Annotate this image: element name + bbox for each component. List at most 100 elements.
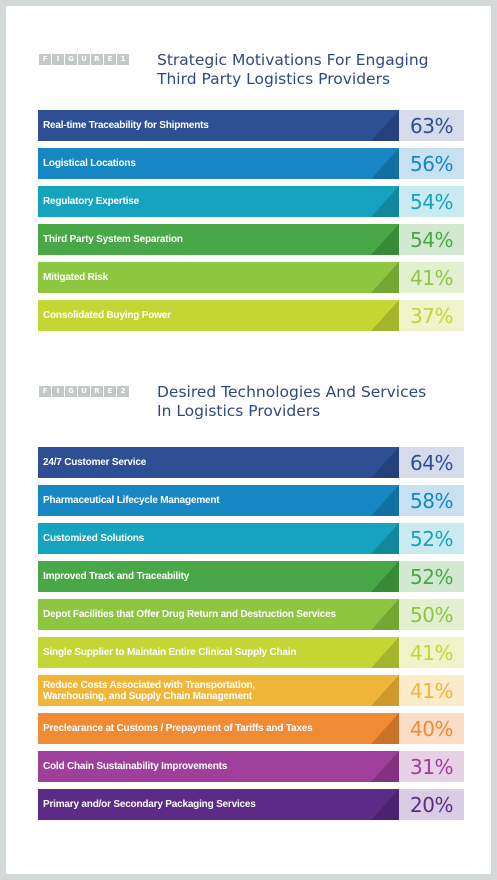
bar-row: Pharmaceutical Lifecycle Management 58% bbox=[38, 485, 464, 516]
bar: Depot Facilities that Offer Drug Return … bbox=[38, 599, 399, 630]
bar: Preclearance at Customs / Prepayment of … bbox=[38, 713, 399, 744]
figure-1-bar-chart: Real-time Traceability for Shipments 63% L… bbox=[38, 110, 464, 338]
bar-category-label: Preclearance at Customs / Prepayment of … bbox=[43, 723, 313, 734]
bar: 24/7 Customer Service bbox=[38, 447, 399, 478]
bar-corner-shade bbox=[371, 561, 399, 592]
bar-value-label: 40% bbox=[399, 713, 464, 744]
bar-value-label: 20% bbox=[399, 789, 464, 820]
bar-category-label: Regulatory Expertise bbox=[43, 196, 140, 207]
bar-category-label: Real-time Traceability for Shipments bbox=[43, 120, 209, 131]
bar: Consolidated Buying Power bbox=[38, 300, 399, 331]
bar-value-label: 41% bbox=[399, 262, 464, 293]
bar-row: Logistical Locations 56% bbox=[38, 148, 464, 179]
bar-corner-shade bbox=[371, 300, 399, 331]
figure-label-letter: R bbox=[91, 386, 103, 397]
bar-value-label: 52% bbox=[399, 561, 464, 592]
figure-1-title: Strategic Motivations For Engaging Third… bbox=[157, 51, 429, 88]
bar-corner-shade bbox=[371, 148, 399, 179]
bar: Third Party System Separation bbox=[38, 224, 399, 255]
figure-label-letter: E bbox=[104, 386, 116, 397]
bar-corner-shade bbox=[371, 751, 399, 782]
bar: Cold Chain Sustainability Improvements bbox=[38, 751, 399, 782]
figure-label-letter: 1 bbox=[117, 54, 129, 65]
bar-row: Mitigated Risk 41% bbox=[38, 262, 464, 293]
figure-label-letter: U bbox=[78, 54, 90, 65]
bar-row: Depot Facilities that Offer Drug Return … bbox=[38, 599, 464, 630]
bar-value-label: 31% bbox=[399, 751, 464, 782]
bar-corner-shade bbox=[371, 675, 399, 706]
bar: Real-time Traceability for Shipments bbox=[38, 110, 399, 141]
bar-value-label: 56% bbox=[399, 148, 464, 179]
bar-corner-shade bbox=[371, 262, 399, 293]
bar-category-label: Depot Facilities that Offer Drug Return … bbox=[43, 609, 336, 620]
figure-2-title: Desired Technologies And Services In Log… bbox=[157, 383, 427, 420]
bar-value-label: 50% bbox=[399, 599, 464, 630]
bar-row: Consolidated Buying Power 37% bbox=[38, 300, 464, 331]
bar-value-label: 37% bbox=[399, 300, 464, 331]
bar-row: Regulatory Expertise 54% bbox=[38, 186, 464, 217]
bar-row: Improved Track and Traceability 52% bbox=[38, 561, 464, 592]
figure-label-letter: I bbox=[52, 386, 64, 397]
figure-label-letter: G bbox=[65, 386, 77, 397]
bar-value-label: 41% bbox=[399, 637, 464, 668]
figure-label-letter: G bbox=[65, 54, 77, 65]
figure-2-bar-chart: 24/7 Customer Service 64% Pharmaceutical L… bbox=[38, 447, 464, 827]
bar-category-label: Third Party System Separation bbox=[43, 234, 183, 245]
bar: Reduce Costs Associated with Transportat… bbox=[38, 675, 399, 706]
figure-label-letter: F bbox=[39, 54, 51, 65]
bar: Primary and/or Secondary Packaging Servi… bbox=[38, 789, 399, 820]
bar-row: Real-time Traceability for Shipments 63% bbox=[38, 110, 464, 141]
bar-category-label: Single Supplier to Maintain Entire Clini… bbox=[43, 647, 297, 658]
bar-value-label: 58% bbox=[399, 485, 464, 516]
bar-category-label: Logistical Locations bbox=[43, 158, 136, 169]
figure-label-letter: I bbox=[52, 54, 64, 65]
bar-row: Customized Solutions 52% bbox=[38, 523, 464, 554]
bar-corner-shade bbox=[371, 713, 399, 744]
bar-row: Primary and/or Secondary Packaging Servi… bbox=[38, 789, 464, 820]
figure-label-letter: F bbox=[39, 386, 51, 397]
bar-corner-shade bbox=[371, 523, 399, 554]
figure-label-letter: R bbox=[91, 54, 103, 65]
bar-corner-shade bbox=[371, 447, 399, 478]
bar-category-label: Primary and/or Secondary Packaging Servi… bbox=[43, 799, 256, 810]
bar-value-label: 52% bbox=[399, 523, 464, 554]
bar-category-label: Cold Chain Sustainability Improvements bbox=[43, 761, 228, 772]
bar-row: Cold Chain Sustainability Improvements 31… bbox=[38, 751, 464, 782]
bar-value-label: 41% bbox=[399, 675, 464, 706]
bar-corner-shade bbox=[371, 224, 399, 255]
bar-category-label: Mitigated Risk bbox=[43, 272, 108, 283]
bar: Customized Solutions bbox=[38, 523, 399, 554]
bar: Mitigated Risk bbox=[38, 262, 399, 293]
bar-corner-shade bbox=[371, 110, 399, 141]
bar-row: Reduce Costs Associated with Transportat… bbox=[38, 675, 464, 706]
bar: Improved Track and Traceability bbox=[38, 561, 399, 592]
bar-corner-shade bbox=[371, 789, 399, 820]
bar-category-label: Customized Solutions bbox=[43, 533, 145, 544]
bar-category-label: Reduce Costs Associated with Transportat… bbox=[43, 679, 255, 702]
bar-corner-shade bbox=[371, 485, 399, 516]
bar-value-label: 64% bbox=[399, 447, 464, 478]
bar: Logistical Locations bbox=[38, 148, 399, 179]
bar-corner-shade bbox=[371, 186, 399, 217]
figure-label-letter: E bbox=[104, 54, 116, 65]
bar-row: Third Party System Separation 54% bbox=[38, 224, 464, 255]
bar-corner-shade bbox=[371, 599, 399, 630]
bar-value-label: 54% bbox=[399, 224, 464, 255]
bar-row: 24/7 Customer Service 64% bbox=[38, 447, 464, 478]
bar-category-label: Improved Track and Traceability bbox=[43, 571, 190, 582]
bar-row: Preclearance at Customs / Prepayment of … bbox=[38, 713, 464, 744]
bar-corner-shade bbox=[371, 637, 399, 668]
bar-value-label: 54% bbox=[399, 186, 464, 217]
bar-category-label: Consolidated Buying Power bbox=[43, 310, 171, 321]
bar: Regulatory Expertise bbox=[38, 186, 399, 217]
bar-category-label: Pharmaceutical Lifecycle Management bbox=[43, 495, 220, 506]
bar-row: Single Supplier to Maintain Entire Clini… bbox=[38, 637, 464, 668]
figure-label-letter: U bbox=[78, 386, 90, 397]
figure-label-letter: 2 bbox=[117, 386, 129, 397]
bar-value-label: 63% bbox=[399, 110, 464, 141]
bar: Pharmaceutical Lifecycle Management bbox=[38, 485, 399, 516]
bar: Single Supplier to Maintain Entire Clini… bbox=[38, 637, 399, 668]
